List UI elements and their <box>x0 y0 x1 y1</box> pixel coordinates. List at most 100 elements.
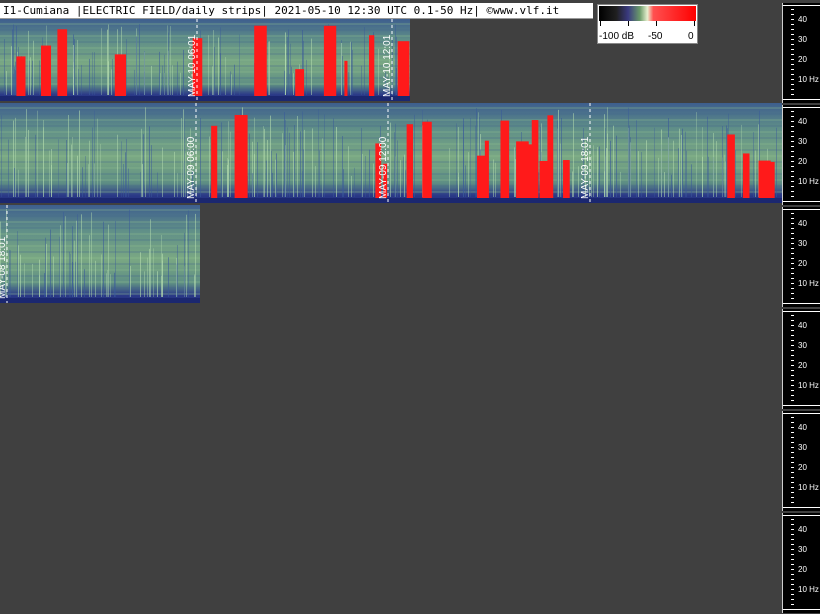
spectral-streak <box>361 127 362 197</box>
spectral-streak <box>192 171 193 197</box>
spectral-streak <box>168 32 169 95</box>
spectral-streak <box>51 165 52 197</box>
spectral-streak <box>94 52 95 95</box>
axis-tick <box>791 39 794 40</box>
spectral-streak <box>300 131 301 197</box>
spectral-streak <box>724 154 725 197</box>
spectral-streak <box>75 261 76 297</box>
spectral-streak <box>0 221 1 297</box>
spectral-streak <box>6 71 7 95</box>
spectral-streak <box>664 172 665 197</box>
signal-burst <box>766 161 775 198</box>
spectral-streak <box>187 169 188 197</box>
axis-tick <box>791 315 794 316</box>
spectral-streak <box>230 71 231 95</box>
spectral-streak <box>628 107 629 197</box>
spectral-streak <box>94 110 95 197</box>
spectral-band <box>0 233 200 235</box>
axis-tick <box>791 248 794 249</box>
spectral-streak <box>312 128 313 197</box>
axis-tick-label: 40 <box>798 15 807 24</box>
spectral-streak <box>263 126 264 197</box>
colorbar-tick <box>600 21 601 26</box>
spectral-streak <box>227 164 228 197</box>
spectral-streak <box>541 123 542 197</box>
spectral-streak <box>220 53 221 95</box>
spectral-streak <box>89 235 90 297</box>
spectral-streak <box>67 162 68 197</box>
spectral-streak <box>289 74 290 95</box>
signal-burst <box>547 115 554 198</box>
spectral-streak <box>126 39 127 95</box>
spectral-streak <box>735 150 736 197</box>
axis-edge <box>783 311 820 312</box>
spectral-streak <box>181 118 182 197</box>
axis-edge <box>783 99 820 100</box>
spectral-streak <box>685 131 686 197</box>
spectral-streak <box>271 150 272 197</box>
spectral-streak <box>195 213 196 297</box>
spectral-streak <box>607 107 608 197</box>
axis-tick-label: 10 Hz <box>798 585 819 594</box>
axis-tick <box>791 427 794 428</box>
spectral-streak <box>112 59 113 95</box>
spectral-streak <box>405 170 406 197</box>
spectral-streak <box>668 137 669 197</box>
spectral-streak <box>60 225 61 297</box>
spectral-streak <box>252 173 253 197</box>
spectral-streak <box>361 65 362 95</box>
axis-tick <box>791 345 794 346</box>
spectral-streak <box>315 166 316 197</box>
spectral-streak <box>43 127 44 197</box>
signal-burst <box>523 144 534 198</box>
axis-tick <box>791 9 794 10</box>
spectral-band <box>0 281 200 283</box>
spectral-streak <box>351 42 352 95</box>
spectral-streak <box>95 260 96 297</box>
spectral-streak <box>702 127 703 197</box>
spectral-streak <box>100 144 101 197</box>
spectral-streak <box>63 212 64 297</box>
axis-tick <box>791 74 794 75</box>
axis-tick <box>791 370 794 371</box>
axis-tick-label: 40 <box>798 321 807 330</box>
spectral-streak <box>725 161 726 197</box>
spectral-streak <box>661 129 662 197</box>
spectral-streak <box>168 50 169 95</box>
colorbar-tick <box>656 21 657 26</box>
signal-burst <box>254 25 267 96</box>
spectral-streak <box>333 118 334 197</box>
spectral-streak <box>458 127 459 197</box>
spectral-streak <box>572 171 573 197</box>
signal-burst <box>531 120 539 198</box>
spectral-streak <box>28 30 29 95</box>
spectral-streak <box>395 123 396 197</box>
axis-tick <box>791 298 794 299</box>
colorbar-label-max: 0 <box>688 31 694 42</box>
axis-tick <box>791 574 794 575</box>
signal-burst <box>369 35 375 96</box>
spectral-streak <box>658 157 659 197</box>
signal-burst <box>539 160 550 198</box>
spectral-band <box>0 239 200 241</box>
spectral-streak <box>35 134 36 197</box>
spectral-streak <box>39 259 40 297</box>
spectral-streak <box>287 127 288 197</box>
signal-burst <box>742 153 750 198</box>
spectral-streak <box>151 65 152 95</box>
spectral-streak <box>342 136 343 197</box>
spectral-streak <box>218 37 219 95</box>
axis-tick <box>791 54 794 55</box>
axis-tick-label: 30 <box>798 137 807 146</box>
spectral-streak <box>110 274 111 297</box>
spectral-streak <box>716 141 717 197</box>
spectral-band <box>0 29 410 31</box>
axis-edge <box>783 413 820 414</box>
frequency-axis: 40 30 20 10 Hz <box>782 105 820 205</box>
spectral-streak <box>284 112 285 197</box>
spectral-streak <box>147 257 148 297</box>
spectral-streak <box>319 150 320 197</box>
spectral-band <box>0 221 200 223</box>
spectral-streak <box>84 269 85 297</box>
spectral-streak <box>288 29 289 95</box>
